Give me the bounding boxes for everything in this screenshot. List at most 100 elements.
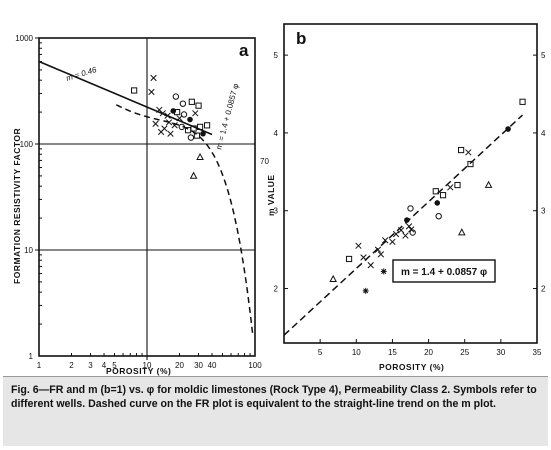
panel-a-x-tick-label: 30 <box>194 361 203 370</box>
panel-b-point <box>439 192 447 199</box>
panel-a-point <box>200 130 206 137</box>
panel-a-point <box>176 115 183 122</box>
panel-b-x-tick-label: 10 <box>352 348 361 357</box>
panel-a-point <box>171 122 178 129</box>
panel-a-x-tick-label: 100 <box>248 361 262 370</box>
panel-a-x-tick-label: 5 <box>112 361 117 370</box>
panel-b-point <box>377 251 385 258</box>
panel-b-y-tick-label-right: 3 <box>541 207 546 216</box>
panel-b-y-tick-label: 2 <box>274 285 279 294</box>
panel-b-x-tick-label: 20 <box>424 348 433 357</box>
panel-a-point <box>189 171 198 179</box>
panel-b-y-tick-labels: 2 2 3 3 4 4 5 5 <box>274 51 546 293</box>
panel-b-point <box>519 98 526 105</box>
panel-a-annotation-equation: m = 1.4 + 0.0857 φ <box>214 83 240 151</box>
panel-a-point <box>152 120 159 127</box>
panel-b-point <box>432 188 439 195</box>
panel-a-x-tick-label: 3 <box>88 361 93 370</box>
panel-b-letter: b <box>296 29 306 48</box>
panel-a-point <box>203 122 211 129</box>
figure-caption: Fig. 6—FR and m (b=1) vs. φ for moldic l… <box>3 376 548 446</box>
panel-a-solid-trend-line <box>38 60 213 136</box>
panel-b-point <box>367 262 374 269</box>
panel-b-point <box>454 181 461 189</box>
panel-a-x-tick-label: 10 <box>143 361 152 370</box>
panel-a-point <box>164 112 171 119</box>
panel-b-point <box>360 254 367 261</box>
panel-b-y-tick-label-right: 4 <box>541 129 546 138</box>
panel-b-x-tick-labels: 5 10 15 20 25 30 35 <box>318 348 542 357</box>
panel-a-point <box>192 110 199 117</box>
panel-b-point <box>355 242 362 249</box>
panel-a-point <box>165 119 173 126</box>
panel-b-x-tick-label: 35 <box>533 348 542 357</box>
panel-b-x-tick-label: 15 <box>388 348 397 357</box>
panel-b-point <box>362 287 369 294</box>
panel-b-point <box>447 184 454 191</box>
panel-b-point <box>434 200 441 206</box>
panel-a-point <box>178 123 185 131</box>
panel-a-point <box>179 100 187 107</box>
panel-a-point <box>157 128 165 136</box>
panel-a-gridlines <box>35 37 255 360</box>
panel-b-equation-text: m = 1.4 + 0.0857 φ <box>401 267 487 278</box>
panel-b-x-tick-label: 5 <box>318 348 323 357</box>
panel-b-y-tick-label-right: 5 <box>541 51 546 60</box>
panel-a-point <box>193 132 201 139</box>
panel-a-point <box>196 152 204 161</box>
panel-b-point <box>374 246 382 253</box>
panel-a-point <box>131 87 138 94</box>
panel-b-point <box>505 126 511 132</box>
panel-b-point <box>392 230 400 238</box>
panel-a-point <box>167 130 174 137</box>
panel-b-point <box>408 226 415 233</box>
panel-b-point <box>382 237 389 244</box>
panel-b-equation-box <box>392 259 496 283</box>
panel-a-x-tick-label: 20 <box>175 361 184 370</box>
panel-a-point <box>159 110 166 117</box>
panel-b-point <box>407 205 414 212</box>
panel-b-point <box>457 228 466 236</box>
panel-b-y-axis-label: m VALUE <box>266 174 276 216</box>
panel-b-point <box>465 149 472 156</box>
panel-b-plot-frame <box>283 23 538 344</box>
panel-b-y-tick-label: 5 <box>274 51 279 60</box>
panel-b-point <box>329 274 337 282</box>
panel-a-annotation-70: 70 <box>260 157 269 166</box>
panel-b-point <box>409 229 416 236</box>
panel-a-ticks <box>39 42 251 356</box>
panel-a-letter: a <box>239 41 249 60</box>
panel-b-point <box>458 146 465 154</box>
panel-b-point <box>402 232 409 239</box>
panel-b-point <box>389 238 396 246</box>
panel-b-x-axis-label: POROSITY (%) <box>379 362 444 372</box>
panel-a-y-tick-label: 100 <box>20 140 34 149</box>
panel-a-point <box>190 125 197 132</box>
panel-b-y-tick-label: 3 <box>274 207 279 216</box>
panel-a-y-tick-labels: 1 10 100 1000 <box>15 34 33 361</box>
panel-a-point <box>195 102 202 109</box>
panel-a-point <box>188 98 195 105</box>
panel-b-point <box>484 180 493 188</box>
panel-a-x-tick-labels: 1 2 3 4 5 10 20 30 40 100 <box>37 361 262 370</box>
panel-a-x-axis-label: POROSITY (%) <box>106 366 171 376</box>
panel-b-point <box>380 268 387 275</box>
figure: a 1 2 3 4 5 10 20 30 40 100 1 10 100 1000 POROSITY (… <box>3 2 548 446</box>
panel-a-point <box>187 116 193 123</box>
panel-a-points <box>131 74 211 179</box>
panel-a-y-tick-label: 10 <box>24 246 33 255</box>
panel-b-point <box>467 160 474 168</box>
panel-a-point <box>148 88 155 96</box>
panel-a-point <box>174 108 181 116</box>
panel-a: a 1 2 3 4 5 10 20 30 40 100 1 10 100 1000 POROSITY (… <box>12 34 269 376</box>
panel-a-x-tick-label: 40 <box>208 361 217 370</box>
panel-a-y-axis-label: FORMATION RESISTIVITY FACTOR <box>12 128 22 284</box>
panel-b-y-tick-label-right: 2 <box>541 285 546 294</box>
panel-b-point <box>405 223 413 230</box>
panel-b-y-tick-label: 4 <box>274 129 279 138</box>
panel-a-point <box>187 134 195 141</box>
panel-a-y-tick-label: 1000 <box>15 34 33 43</box>
panel-a-point <box>172 93 180 100</box>
panel-a-dashed-curve <box>115 104 254 336</box>
